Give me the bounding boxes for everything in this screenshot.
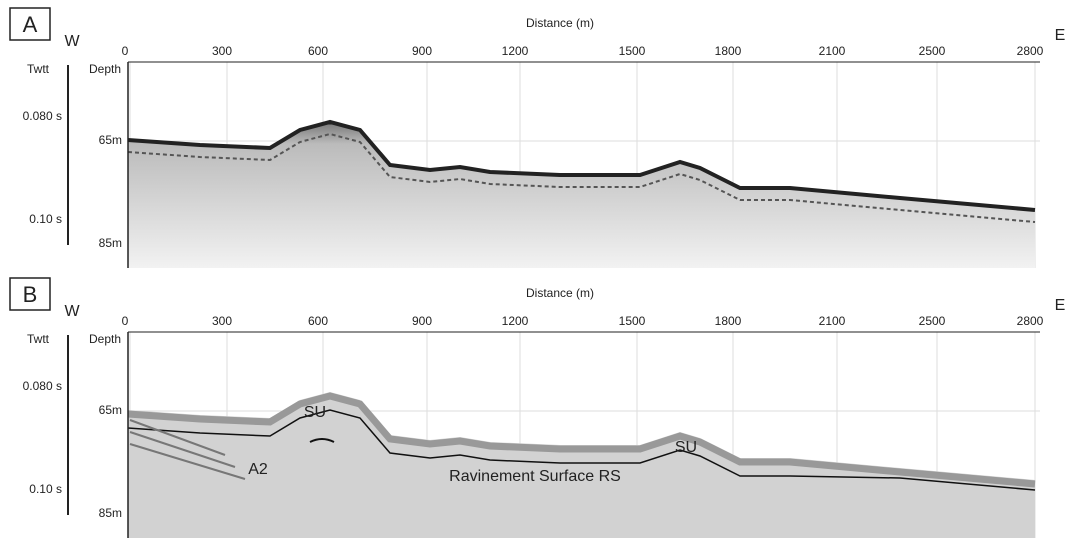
time-label: 0.10 s bbox=[29, 482, 62, 496]
x-tick-label: 300 bbox=[212, 314, 232, 328]
x-tick-label: 600 bbox=[308, 44, 328, 58]
a2-reflector bbox=[129, 419, 226, 456]
x-tick-label: 300 bbox=[212, 44, 232, 58]
annotation: Ravinement Surface RS bbox=[449, 468, 621, 485]
time-label: 0.080 s bbox=[23, 109, 62, 123]
depth-value: 65m bbox=[99, 133, 122, 147]
seafloor-reflector bbox=[127, 119, 1036, 212]
a2-reflector bbox=[129, 443, 246, 480]
x-tick-label: 1500 bbox=[619, 44, 646, 58]
axis-title: Distance (m) bbox=[526, 286, 594, 300]
depth-label: Depth bbox=[89, 62, 121, 76]
x-tick-label: 0 bbox=[122, 44, 129, 58]
section-fill bbox=[128, 392, 1035, 538]
ravinement-surface bbox=[127, 409, 1036, 491]
x-tick-label: 1200 bbox=[502, 44, 529, 58]
panel-label: B bbox=[23, 282, 38, 307]
lens bbox=[309, 438, 335, 443]
twtt-label: Twtt bbox=[27, 332, 50, 346]
x-tick-label: 900 bbox=[412, 314, 432, 328]
panel-label: A bbox=[23, 12, 38, 37]
x-tick-label: 2800 bbox=[1017, 44, 1044, 58]
x-tick-label: 1200 bbox=[502, 314, 529, 328]
x-tick-label: 2500 bbox=[919, 44, 946, 58]
annotation: A2 bbox=[248, 461, 268, 478]
depth-label: Depth bbox=[89, 332, 121, 346]
sub-reflector bbox=[127, 132, 1036, 223]
x-tick-label: 1500 bbox=[619, 314, 646, 328]
west-label: W bbox=[64, 303, 80, 320]
x-tick-label: 2800 bbox=[1017, 314, 1044, 328]
x-tick-label: 1800 bbox=[715, 44, 742, 58]
x-tick-label: 900 bbox=[412, 44, 432, 58]
annotation: SU bbox=[675, 439, 697, 456]
east-label: E bbox=[1055, 297, 1066, 314]
x-tick-label: 1800 bbox=[715, 314, 742, 328]
depth-value: 85m bbox=[99, 236, 122, 250]
east-label: E bbox=[1055, 27, 1066, 44]
twtt-label: Twtt bbox=[27, 62, 50, 76]
x-tick-label: 2100 bbox=[819, 314, 846, 328]
time-label: 0.10 s bbox=[29, 212, 62, 226]
panel-label-box bbox=[9, 7, 51, 41]
x-tick-label: 0 bbox=[122, 314, 129, 328]
depth-value: 65m bbox=[99, 403, 122, 417]
x-tick-label: 600 bbox=[308, 314, 328, 328]
time-label: 0.080 s bbox=[23, 379, 62, 393]
sediment-unit bbox=[127, 392, 1036, 488]
seismic-image bbox=[128, 122, 1035, 268]
x-tick-label: 2100 bbox=[819, 44, 846, 58]
axis-title: Distance (m) bbox=[526, 16, 594, 30]
annotation: SU bbox=[304, 404, 326, 421]
a2-reflector bbox=[129, 431, 236, 468]
panel-label-box bbox=[9, 277, 51, 311]
x-tick-label: 2500 bbox=[919, 314, 946, 328]
depth-value: 85m bbox=[99, 506, 122, 520]
west-label: W bbox=[64, 33, 80, 50]
